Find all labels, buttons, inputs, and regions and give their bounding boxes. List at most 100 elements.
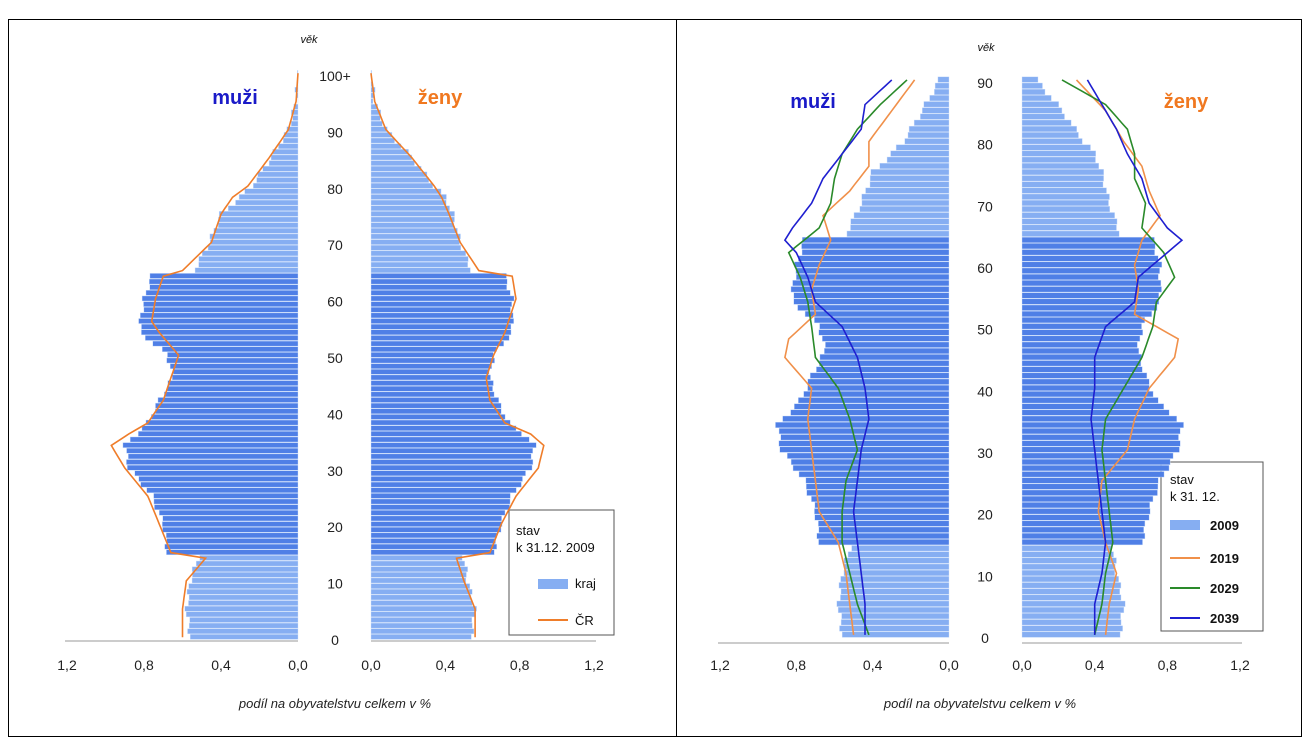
left-male-bar [286, 126, 299, 133]
right-x-axis-label: podíl na obyvatelstvu celkem v % [883, 696, 1076, 711]
right-male-bar [851, 545, 950, 552]
left-female-bar [370, 369, 490, 375]
left-male-bar [140, 481, 299, 488]
right-female-bar [1021, 218, 1118, 225]
left-male-bar [161, 346, 299, 352]
left-female-bar [370, 527, 502, 533]
left-male-bar [157, 397, 299, 403]
left-male-bar [138, 431, 299, 437]
right-male-bar [937, 76, 950, 83]
left-male-bar [201, 250, 299, 257]
left-male-line-ČR [110, 73, 299, 638]
left-female-bar [370, 425, 517, 431]
left-female-bar [370, 126, 388, 133]
left-male-bar [198, 261, 299, 268]
left-female-bar [370, 205, 450, 211]
right-female-label: ženy [1164, 91, 1209, 113]
right-age-tick-label: 90 [977, 75, 993, 91]
right-male-line-2039 [783, 79, 893, 635]
right-female-bar [1021, 113, 1065, 120]
right-male-bar [809, 372, 950, 379]
right-female-bar [1021, 471, 1165, 478]
left-female-bar [370, 273, 507, 279]
left-female-bar [370, 431, 522, 437]
left-x-axis-label: podíl na obyvatelstvu celkem v % [238, 696, 431, 711]
left-female-bar [370, 566, 468, 572]
left-female-bar [370, 171, 428, 178]
left-female-bar [370, 340, 504, 347]
right-x-tick-label: 0,0 [1012, 657, 1032, 673]
left-legend-kraj-swatch [538, 579, 568, 589]
right-male-bar [807, 384, 950, 391]
left-age-tick-label: 0 [331, 632, 339, 648]
left-female-bar [370, 543, 497, 550]
right-male-bar [869, 181, 950, 188]
right-male-bar [819, 360, 950, 367]
left-age-axis-title: věk [300, 34, 318, 46]
left-male-bar [162, 521, 299, 527]
right-male-bar [850, 224, 950, 231]
left-male-bar [138, 318, 299, 324]
left-female-bar [370, 583, 471, 589]
left-female-bar [370, 182, 433, 189]
left-female-bar [370, 137, 395, 144]
right-female-bar [1021, 310, 1152, 317]
left-female-bar [370, 419, 511, 426]
left-female-bar [370, 476, 523, 482]
left-male-bar [213, 228, 299, 234]
left-male-bar [153, 493, 299, 499]
left-female-bar [370, 453, 532, 460]
left-female-bar [370, 510, 506, 516]
left-male-bar [166, 538, 299, 544]
right-female-bar [1021, 255, 1159, 262]
right-male-bar [890, 150, 950, 157]
right-male-bar [793, 298, 950, 305]
left-female-bar [370, 572, 467, 578]
right-male-bar [841, 631, 950, 638]
right-x-tick-label: 1,2 [710, 657, 730, 673]
left-male-bar [138, 476, 299, 482]
left-male-bar [292, 115, 299, 121]
right-female-bar [1021, 298, 1160, 305]
left-male-bar [188, 600, 299, 606]
right-female-bar [1021, 206, 1110, 213]
left-male-bar [209, 233, 299, 240]
right-female-bar [1021, 397, 1159, 404]
right-female-bar [1021, 520, 1146, 527]
right-female-bar [1021, 378, 1150, 385]
left-female-bar [370, 408, 502, 415]
left-female-bar [370, 589, 473, 595]
right-female-bar [1021, 366, 1143, 373]
right-male-bar [807, 378, 950, 385]
left-male-bar [143, 301, 299, 307]
right-male-bar [818, 526, 950, 533]
right-male-bar [895, 144, 950, 151]
left-male-bar [270, 154, 299, 161]
left-female-bar [370, 149, 409, 155]
right-male-bar [837, 606, 950, 613]
left-female-bar [370, 448, 533, 454]
right-x-tick-label: 1,2 [1230, 657, 1250, 673]
left-male-bar [145, 290, 299, 296]
right-female-bar [1021, 162, 1100, 169]
left-female-bar [370, 628, 475, 634]
left-female-bar [370, 154, 413, 161]
right-female-bar [1021, 76, 1039, 83]
chart-marks: 0 10 20 30 40 50 60 70 80 90 100+ 1,2 0,8 0,4 0,0 0,0 0,… [57, 68, 1250, 673]
right-female-bar [1021, 261, 1163, 268]
right-female-bar [1021, 532, 1146, 539]
right-male-bar [929, 95, 950, 102]
right-female-bar [1021, 286, 1162, 293]
left-male-bar [166, 357, 299, 364]
right-female-bar [1021, 483, 1159, 490]
left-female-line-ČR [370, 73, 545, 638]
right-male-bar [934, 82, 950, 89]
right-female-bar [1021, 551, 1114, 558]
left-age-tick-label: 70 [327, 237, 343, 253]
right-male-bar [775, 421, 950, 428]
right-male-bar [934, 88, 950, 95]
left-female-bar [370, 323, 512, 330]
right-male-bar [843, 557, 950, 564]
right-female-bar [1021, 372, 1148, 379]
right-age-tick-label: 30 [977, 445, 993, 461]
